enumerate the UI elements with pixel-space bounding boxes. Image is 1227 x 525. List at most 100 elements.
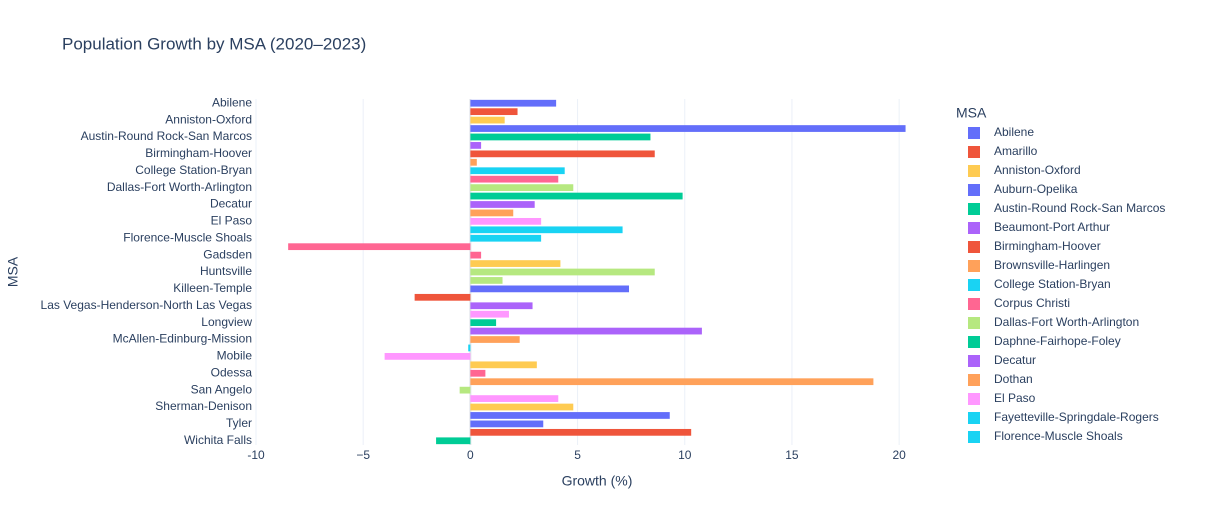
y-tick-label: Gadsden <box>203 247 252 261</box>
y-axis-title: MSA <box>5 256 21 287</box>
legend-label: Abilene <box>994 125 1034 139</box>
bar <box>468 344 471 352</box>
x-axis-title: Growth (%) <box>562 473 633 489</box>
legend-swatch <box>968 298 980 310</box>
legend-swatch <box>968 241 980 253</box>
legend-swatch <box>968 222 980 234</box>
legend-swatch <box>968 336 980 348</box>
legend-label: Dallas-Fort Worth-Arlington <box>994 315 1139 329</box>
y-tick-label: Florence-Muscle Shoals <box>123 230 252 244</box>
x-tick-label: 15 <box>785 448 799 462</box>
bar <box>470 226 623 234</box>
y-tick-label: Longview <box>201 315 252 329</box>
y-tick-label: Dallas-Fort Worth-Arlington <box>107 180 252 194</box>
y-tick-label: McAllen-Edinburg-Mission <box>113 332 252 346</box>
bar <box>470 420 544 428</box>
legend-label: Daphne-Fairhope-Foley <box>994 334 1121 348</box>
bar <box>470 327 702 335</box>
bar <box>470 217 542 225</box>
legend-label: Florence-Muscle Shoals <box>994 429 1123 443</box>
x-tick-label: 5 <box>574 448 581 462</box>
bar <box>470 361 537 369</box>
y-tick-label: Anniston-Oxford <box>165 112 252 126</box>
bar <box>470 167 565 175</box>
bar <box>470 175 559 183</box>
y-tick-label: Birmingham-Hoover <box>145 146 252 160</box>
x-tick-label: −5 <box>356 448 370 462</box>
bar <box>470 268 655 276</box>
bar <box>470 302 533 310</box>
y-tick-label: Wichita Falls <box>184 433 252 447</box>
bar <box>470 99 557 107</box>
bar <box>470 260 561 267</box>
y-tick-label: San Angelo <box>191 382 253 396</box>
legend-label: Amarillo <box>994 144 1038 158</box>
y-tick-label: Decatur <box>210 197 252 211</box>
legend-swatch <box>968 412 980 424</box>
bar <box>470 108 518 116</box>
legend-swatch <box>968 431 980 443</box>
legend-swatch <box>968 146 980 158</box>
bar <box>470 319 497 327</box>
legend-swatch <box>968 279 980 291</box>
legend-label: Brownsville-Harlingen <box>994 258 1110 272</box>
bar <box>470 369 486 377</box>
y-tick-label: Killeen-Temple <box>173 281 252 295</box>
bar <box>470 201 535 208</box>
legend-swatch <box>968 355 980 367</box>
bar <box>470 116 505 124</box>
legend-label: Beaumont-Port Arthur <box>994 220 1110 234</box>
bar <box>470 277 503 284</box>
bar <box>384 353 471 360</box>
y-tick-label: Abilene <box>212 95 252 109</box>
legend-swatch <box>968 203 980 215</box>
y-tick-label: College Station-Bryan <box>135 163 252 177</box>
y-tick-label: Odessa <box>211 365 253 379</box>
legend-label: Austin-Round Rock-San Marcos <box>994 201 1165 215</box>
legend-swatch <box>968 260 980 272</box>
bar <box>470 133 651 141</box>
bar <box>470 251 482 259</box>
legend-title: MSA <box>956 105 987 121</box>
bar <box>470 184 574 191</box>
x-tick-label: 10 <box>678 448 692 462</box>
legend-label: Fayetteville-Springdale-Rogers <box>994 410 1159 424</box>
legend-label: Birmingham-Hoover <box>994 239 1101 253</box>
bar <box>288 243 471 251</box>
bar <box>470 403 574 411</box>
bar <box>470 142 482 149</box>
bar <box>470 158 477 166</box>
bar <box>470 310 509 318</box>
legend-label: Anniston-Oxford <box>994 163 1081 177</box>
legend-label: College Station-Bryan <box>994 277 1111 291</box>
x-tick-label: 0 <box>467 448 474 462</box>
bar <box>470 209 514 217</box>
legend-swatch <box>968 317 980 329</box>
legend-label: Auburn-Opelika <box>994 182 1078 196</box>
y-tick-label: Tyler <box>226 416 252 430</box>
legend-label: Dothan <box>994 372 1033 386</box>
legend-label: El Paso <box>994 391 1036 405</box>
legend-label: Corpus Christi <box>994 296 1070 310</box>
y-tick-label: Austin-Round Rock-San Marcos <box>81 129 252 143</box>
x-tick-label: 20 <box>892 448 906 462</box>
bar <box>470 395 559 402</box>
x-tick-label: -10 <box>247 448 265 462</box>
bar <box>414 293 471 301</box>
y-tick-label: Huntsville <box>200 264 252 278</box>
bar <box>470 428 692 436</box>
legend-swatch <box>968 393 980 405</box>
y-tick-label: El Paso <box>211 214 253 228</box>
bar <box>470 150 655 158</box>
legend-label: Decatur <box>994 353 1036 367</box>
chart-title: Population Growth by MSA (2020–2023) <box>62 34 366 53</box>
bar <box>436 437 471 445</box>
bar <box>470 125 906 132</box>
y-tick-label: Mobile <box>217 349 253 363</box>
bar <box>459 386 471 394</box>
legend-swatch <box>968 127 980 139</box>
y-tick-label: Las Vegas-Henderson-North Las Vegas <box>41 298 252 312</box>
bar <box>470 336 520 343</box>
bar <box>470 192 683 200</box>
